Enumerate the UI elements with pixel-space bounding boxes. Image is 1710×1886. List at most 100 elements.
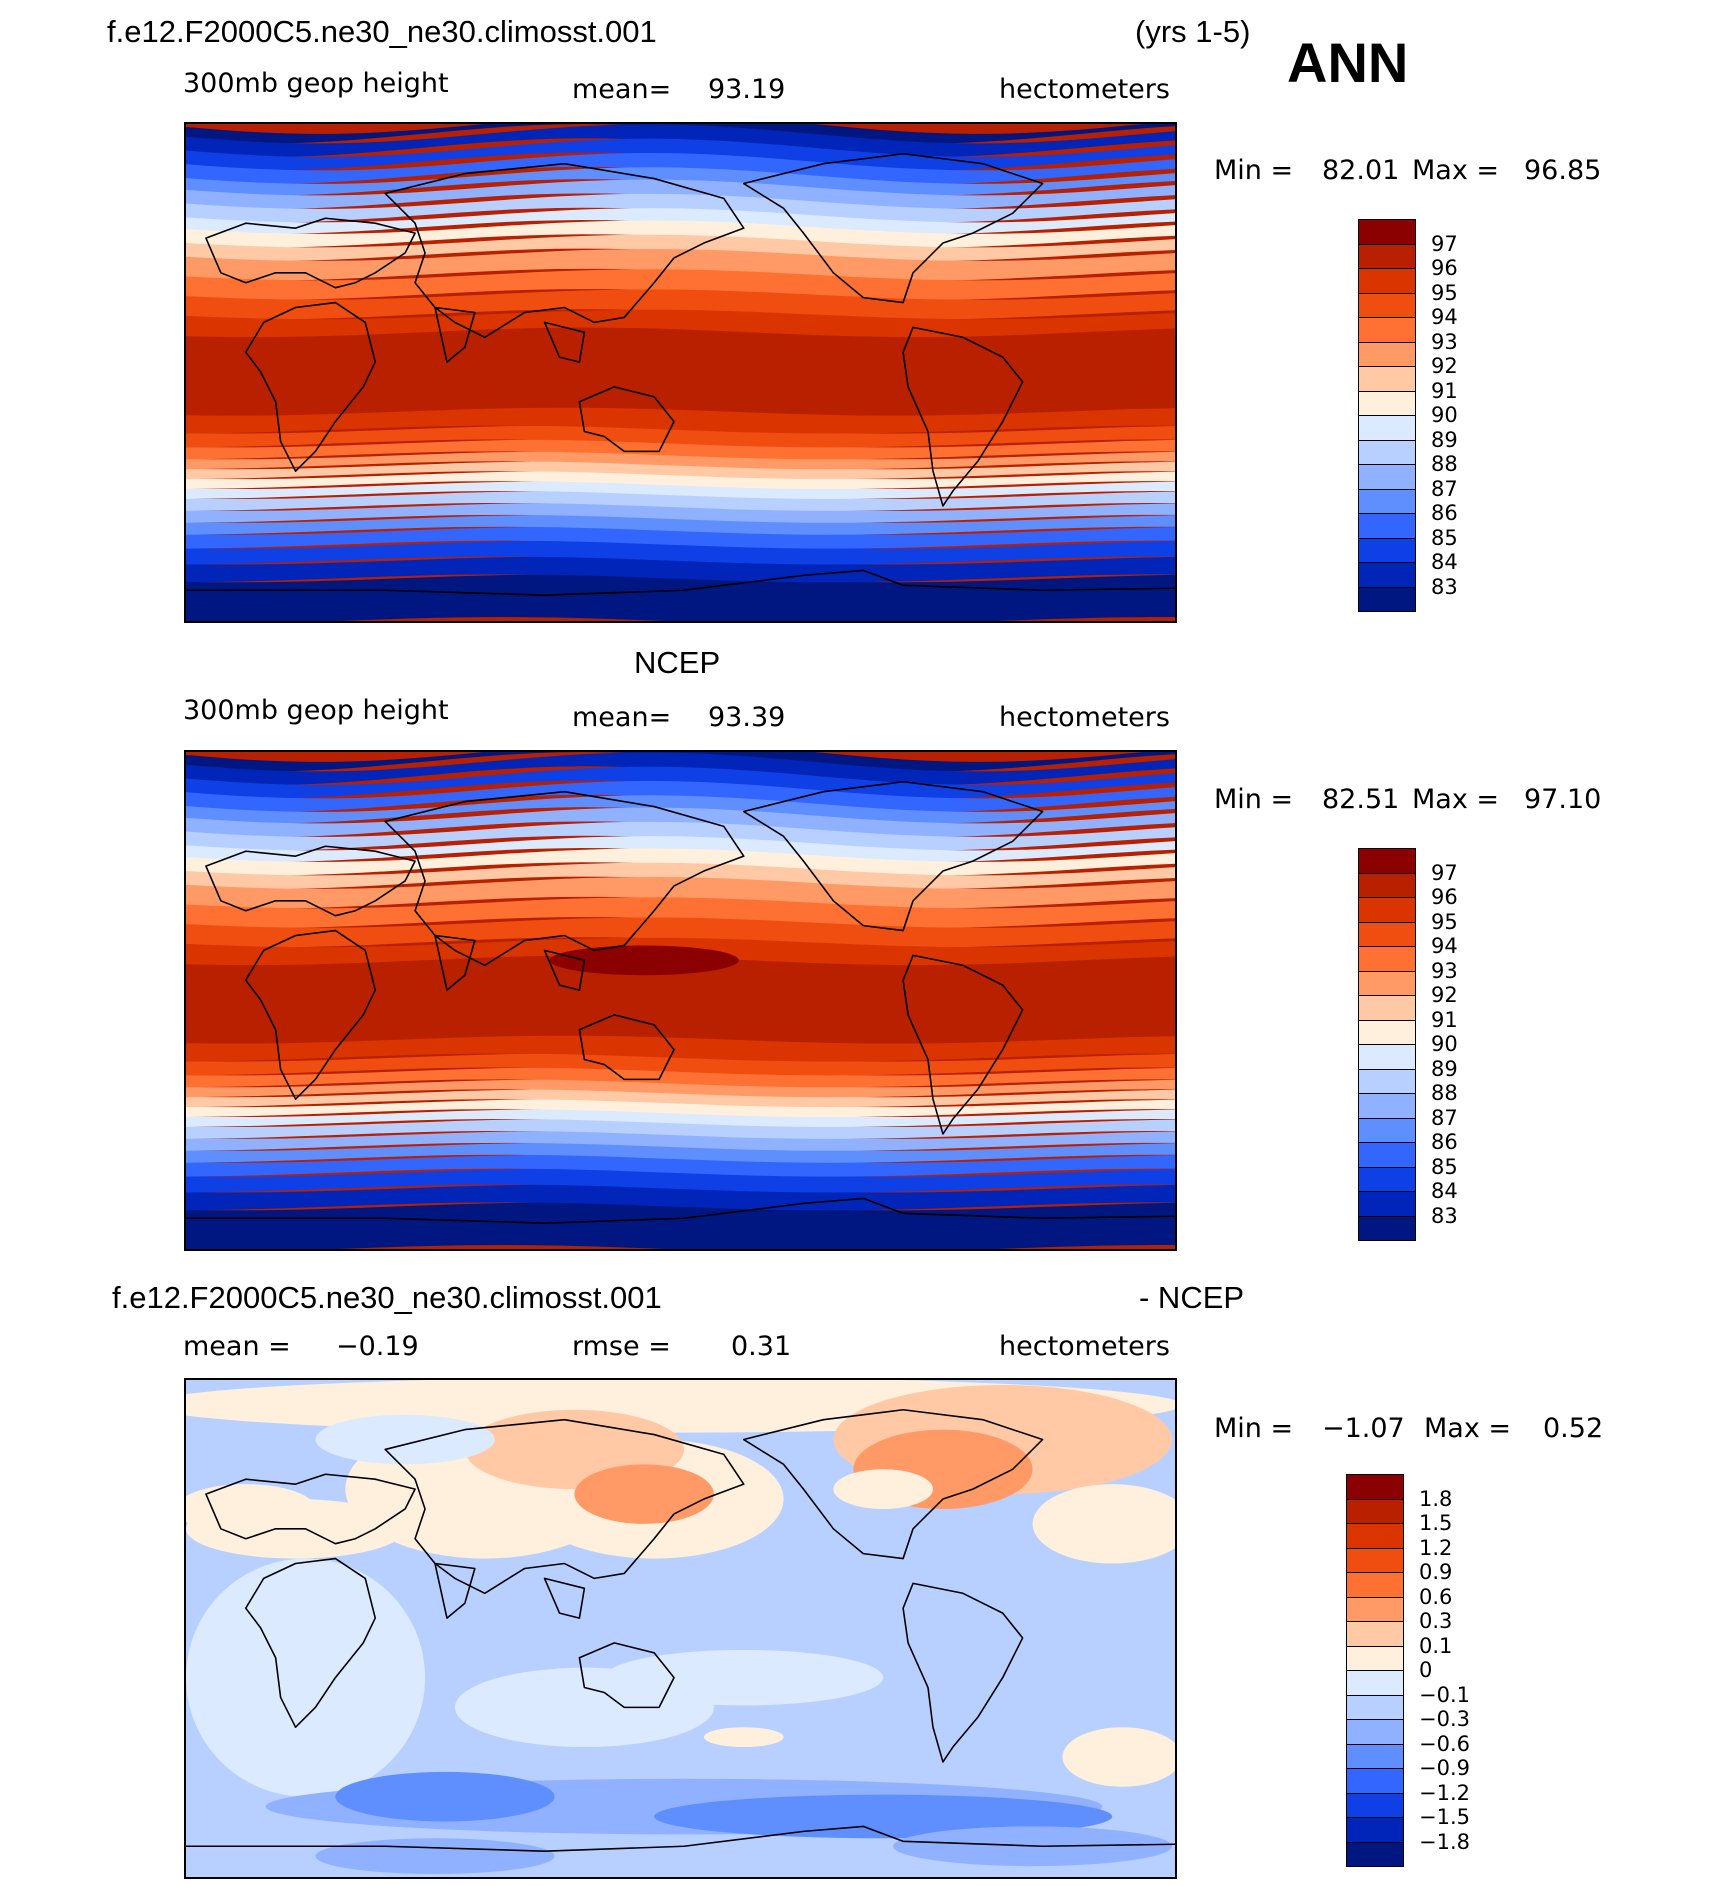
colorbar-tick-label: 89 (1431, 427, 1458, 452)
panel1-contour-map (186, 124, 1175, 621)
contour-band (186, 752, 1175, 772)
coastline (742, 152, 1044, 304)
colorbar-tick-label: −0.9 (1419, 1756, 1470, 1780)
colorbar-swatch (1346, 1792, 1404, 1818)
coastline (434, 934, 476, 991)
coastline (742, 780, 1044, 932)
colorbar-swatch (1346, 1694, 1404, 1720)
contour-band (186, 425, 1175, 448)
colorbar-swatch (1346, 1547, 1404, 1573)
contour-band (186, 220, 1175, 248)
colorbar-tick-label: −0.3 (1419, 1707, 1470, 1731)
coastlines (186, 152, 1175, 597)
contour-band (186, 248, 1175, 281)
colorbar-swatch (1358, 848, 1416, 874)
panel3-title-right: - NCEP (1139, 1280, 1245, 1315)
coastline (384, 790, 745, 967)
colorbar-swatch (1358, 464, 1416, 490)
colorbar-tick-label: 0.9 (1419, 1560, 1453, 1584)
coastline (543, 1577, 586, 1619)
contour-region (1032, 1484, 1175, 1564)
contour-band (186, 461, 1175, 480)
contour-band (186, 876, 1175, 909)
panel3-title-left: f.e12.F2000C5.ne30_ne30.climosst.001 (112, 1280, 662, 1315)
colorbar-tick-label: −1.2 (1419, 1780, 1470, 1805)
panel3-min-value: −1.07 (1322, 1413, 1405, 1444)
colorbar-swatch (1358, 562, 1416, 588)
panel1-units: hectometers (999, 74, 1170, 105)
contour-region (574, 1464, 714, 1524)
colorbar-tick-label: 84 (1431, 550, 1458, 574)
panel1-min-value: 82.01 (1322, 155, 1400, 186)
colorbar-swatch (1358, 439, 1416, 465)
colorbar-swatch (1358, 317, 1416, 343)
colorbar-tick-label: 87 (1431, 476, 1458, 501)
colorbar-swatch (1346, 1817, 1404, 1843)
colorbar-tick-label: 90 (1431, 1032, 1458, 1056)
colorbar-tick-label: 96 (1431, 885, 1458, 909)
colorbar-swatch (1358, 897, 1416, 923)
coastline (384, 162, 745, 339)
coastline (578, 1014, 675, 1081)
colorbar-swatch (1358, 970, 1416, 996)
colorbar-tick-label: 0.6 (1419, 1584, 1453, 1609)
panel2-mean-value: 93.39 (708, 702, 786, 733)
colorbar-swatch (1358, 366, 1416, 392)
colorbar-swatch (1358, 1166, 1416, 1192)
coastline (902, 954, 1024, 1135)
colorbar-swatch (1358, 1093, 1416, 1119)
coastline (244, 1557, 377, 1728)
contour-band (186, 556, 1175, 583)
contour-band (186, 917, 1175, 948)
coastline (186, 1197, 1175, 1225)
colorbar-swatch (1346, 1621, 1404, 1647)
contour-region (833, 1469, 933, 1509)
colorbar-tick-label: 91 (1431, 1007, 1458, 1032)
panel1-colorbar: 97 96 95 94 93 92 91 90 89 88 87 86 85 84 83 (1358, 219, 1478, 613)
panel2-contour-map (186, 752, 1175, 1249)
contour-band (186, 848, 1175, 876)
coastline (205, 1473, 416, 1545)
contour-region (454, 1667, 714, 1748)
coastline (205, 217, 416, 289)
colorbar-tick-label: 95 (1431, 280, 1458, 305)
panel3-max-label: Max = (1424, 1413, 1512, 1444)
contour-band (186, 1154, 1175, 1177)
contour-band (186, 1089, 1175, 1108)
panel1-max-value: 96.85 (1524, 155, 1602, 186)
coastline (205, 845, 416, 917)
panel1-mean-value: 93.19 (708, 74, 786, 105)
contour-band (186, 451, 1175, 470)
colorbar-tick-label: 89 (1431, 1056, 1458, 1081)
colorbar-swatch (1358, 995, 1416, 1021)
case-title: f.e12.F2000C5.ne30_ne30.climosst.001 (107, 14, 657, 49)
panel2-max-label: Max = (1412, 784, 1500, 815)
contour-band (186, 862, 1175, 890)
panel1-min-label: Min = (1214, 155, 1294, 186)
season-label: ANN (1287, 31, 1409, 94)
colorbar-tick-label: 84 (1431, 1179, 1458, 1203)
contour-band (186, 1202, 1175, 1249)
contour-band (186, 1099, 1175, 1118)
colorbar-tick-label: 86 (1431, 501, 1458, 525)
colorbar-swatch (1358, 219, 1416, 245)
colorbar-swatch (1358, 292, 1416, 318)
contour-region (186, 1558, 426, 1797)
coastline (742, 1408, 1044, 1560)
contour-band (186, 289, 1175, 320)
colorbar-swatch (1346, 1841, 1404, 1867)
panel3-contour-map (186, 1380, 1175, 1877)
colorbar-swatch (1358, 921, 1416, 947)
colorbar-tick-label: 94 (1431, 305, 1458, 329)
contour-band (186, 1142, 1175, 1163)
panel3-colorbar: 1.8 1.5 1.2 0.9 0.6 0.3 0.1 0 −0.1 −0.3 −0.6 −0.9 −1… (1346, 1474, 1486, 1868)
panel1-variable: 300mb geop height (183, 68, 449, 99)
panel2-max-value: 97.10 (1524, 784, 1602, 815)
colorbar-swatch (1358, 513, 1416, 539)
coastline (244, 301, 377, 472)
colorbar-swatch (1346, 1572, 1404, 1598)
contour-band (186, 502, 1175, 523)
colorbar-swatch (1346, 1670, 1404, 1696)
colorbar-tick-label: 94 (1431, 934, 1458, 958)
colorbar-swatch (1358, 1068, 1416, 1094)
